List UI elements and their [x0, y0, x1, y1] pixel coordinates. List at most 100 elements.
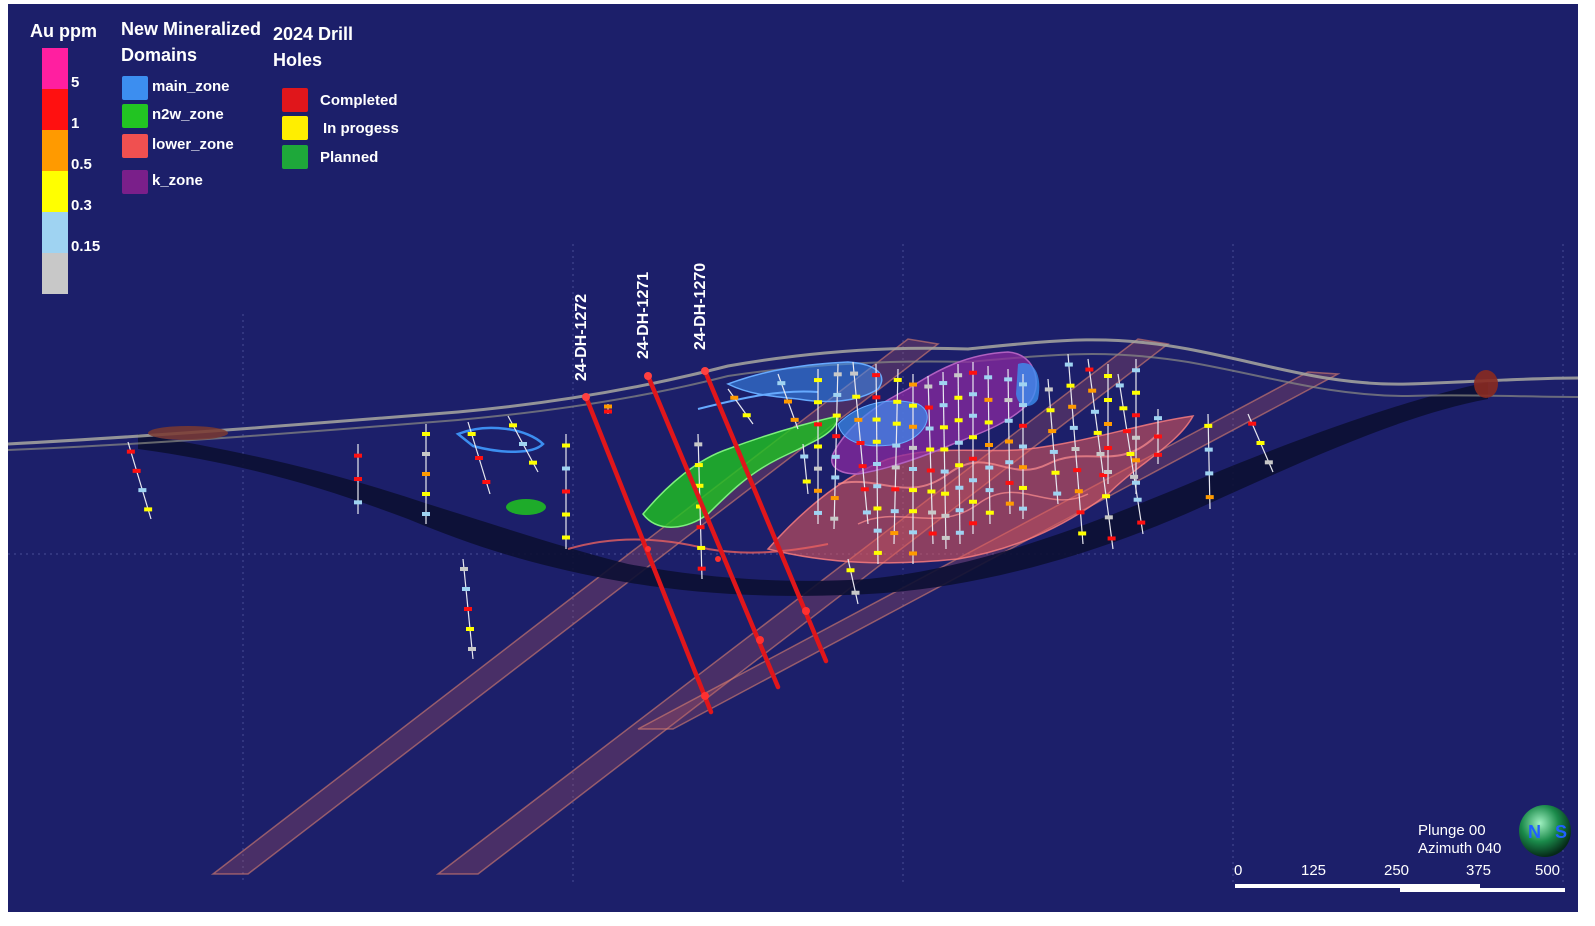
- geology-section: N S: [8, 244, 1578, 884]
- drill-hole-24-DH-1271[interactable]: [645, 373, 781, 690]
- assay-interval: [955, 463, 964, 468]
- collar-marker: [644, 372, 652, 380]
- domains-legend-title: New Mineralized Domains: [121, 16, 261, 68]
- grid-lines: [8, 244, 1578, 884]
- section-end-marker: [1474, 370, 1498, 398]
- assay-interval: [830, 496, 839, 501]
- assay-interval: [939, 403, 948, 408]
- au-grade-swatch: [42, 130, 68, 171]
- assay-interval: [695, 483, 704, 488]
- assay-interval: [1104, 470, 1112, 474]
- assay-interval: [873, 550, 882, 555]
- assay-interval: [562, 489, 570, 494]
- assay-interval: [1115, 383, 1124, 388]
- assay-interval: [984, 375, 993, 380]
- assay-interval: [1019, 485, 1027, 490]
- assay-interval: [909, 467, 917, 471]
- assay-interval: [562, 512, 570, 517]
- assay-interval: [1104, 446, 1112, 450]
- main-zone-outline: [455, 426, 545, 454]
- au-color-bar: [42, 48, 68, 294]
- assay-interval: [126, 449, 135, 454]
- drill-hole-marker: [645, 546, 651, 552]
- assay-interval: [830, 516, 839, 521]
- assay-interval: [1090, 409, 1099, 414]
- assay-interval: [800, 454, 809, 459]
- assay-interval: [1099, 473, 1108, 478]
- assay-interval: [1132, 435, 1140, 440]
- drill-status-label: Planned: [320, 149, 379, 166]
- assay-interval: [1132, 458, 1140, 463]
- orientation-globe-icon[interactable]: [1519, 805, 1571, 857]
- assay-interval: [802, 479, 811, 484]
- assay-interval: [784, 399, 792, 404]
- assay-interval: [132, 468, 141, 473]
- assay-interval: [1068, 404, 1077, 409]
- assay-interval: [814, 422, 822, 427]
- assay-interval: [1104, 515, 1113, 520]
- assay-interval: [422, 432, 430, 436]
- assay-interval: [697, 545, 706, 550]
- assay-interval: [955, 508, 964, 513]
- assay-interval: [1104, 398, 1112, 402]
- plunge-text: Plunge 00: [1418, 822, 1486, 839]
- scale-tick: 0: [1234, 862, 1243, 879]
- assay-interval: [1132, 390, 1140, 395]
- assay-interval: [562, 443, 570, 448]
- scale-tick: 250: [1384, 862, 1410, 879]
- historic-drill-trace: [127, 441, 152, 520]
- assay-interval: [814, 488, 822, 493]
- assay-interval: [954, 440, 963, 445]
- au-grade-label: 0.5: [71, 156, 92, 173]
- assay-interval: [856, 441, 865, 445]
- overburden-band: [138, 382, 1488, 596]
- domain-label: n2w_zone: [152, 106, 224, 123]
- assay-interval: [1019, 382, 1027, 387]
- historic-drill-trace: [927, 375, 934, 545]
- au-grade-label: 1: [71, 115, 80, 132]
- globe-letter-n: N: [1528, 822, 1541, 842]
- collar-marker: [582, 393, 590, 401]
- drill-legend-title-line1: 2024 Drill: [273, 24, 354, 44]
- assay-interval: [1205, 495, 1214, 500]
- assay-interval: [909, 551, 917, 556]
- assay-interval: [1204, 423, 1213, 428]
- assay-interval: [969, 499, 977, 504]
- assay-interval: [138, 488, 147, 493]
- assay-interval: [604, 409, 612, 414]
- assay-interval: [1069, 425, 1078, 430]
- au-grade-label: 0.3: [71, 197, 92, 214]
- assay-interval: [1256, 441, 1265, 445]
- assay-interval: [1154, 434, 1162, 439]
- assay-interval: [909, 445, 917, 450]
- assay-interval: [851, 590, 860, 595]
- au-legend-title: Au ppm: [30, 21, 97, 41]
- assay-interval: [422, 472, 430, 476]
- assay-interval: [1019, 465, 1027, 470]
- assay-interval: [890, 531, 899, 536]
- assay-interval: [939, 425, 948, 430]
- assay-interval: [1154, 452, 1162, 457]
- domain-label: lower_zone: [152, 136, 234, 153]
- drill-hole-24-DH-1272[interactable]: [583, 394, 714, 715]
- assay-interval: [1005, 460, 1014, 465]
- assay-interval: [777, 381, 786, 386]
- au-grade-label: 0.15: [71, 238, 101, 255]
- au-grade-swatch: [42, 212, 68, 253]
- assay-interval: [1078, 531, 1087, 536]
- assay-interval: [969, 370, 977, 375]
- drill-status-swatch: [282, 88, 308, 112]
- drill-hole-label: 24-DH-1270: [692, 262, 709, 350]
- assay-interval: [909, 382, 917, 387]
- assay-interval: [954, 373, 963, 378]
- drill-hole-marker: [701, 692, 709, 700]
- assay-interval: [1104, 374, 1112, 378]
- drill-holes-2024: [582, 367, 829, 715]
- assay-interval: [940, 447, 949, 452]
- assay-interval: [814, 510, 822, 515]
- assay-interval: [814, 466, 822, 471]
- drill-legend-title-line2: Holes: [273, 50, 323, 70]
- assay-interval: [985, 443, 993, 447]
- assay-interval: [985, 488, 994, 493]
- assay-interval: [1205, 471, 1214, 476]
